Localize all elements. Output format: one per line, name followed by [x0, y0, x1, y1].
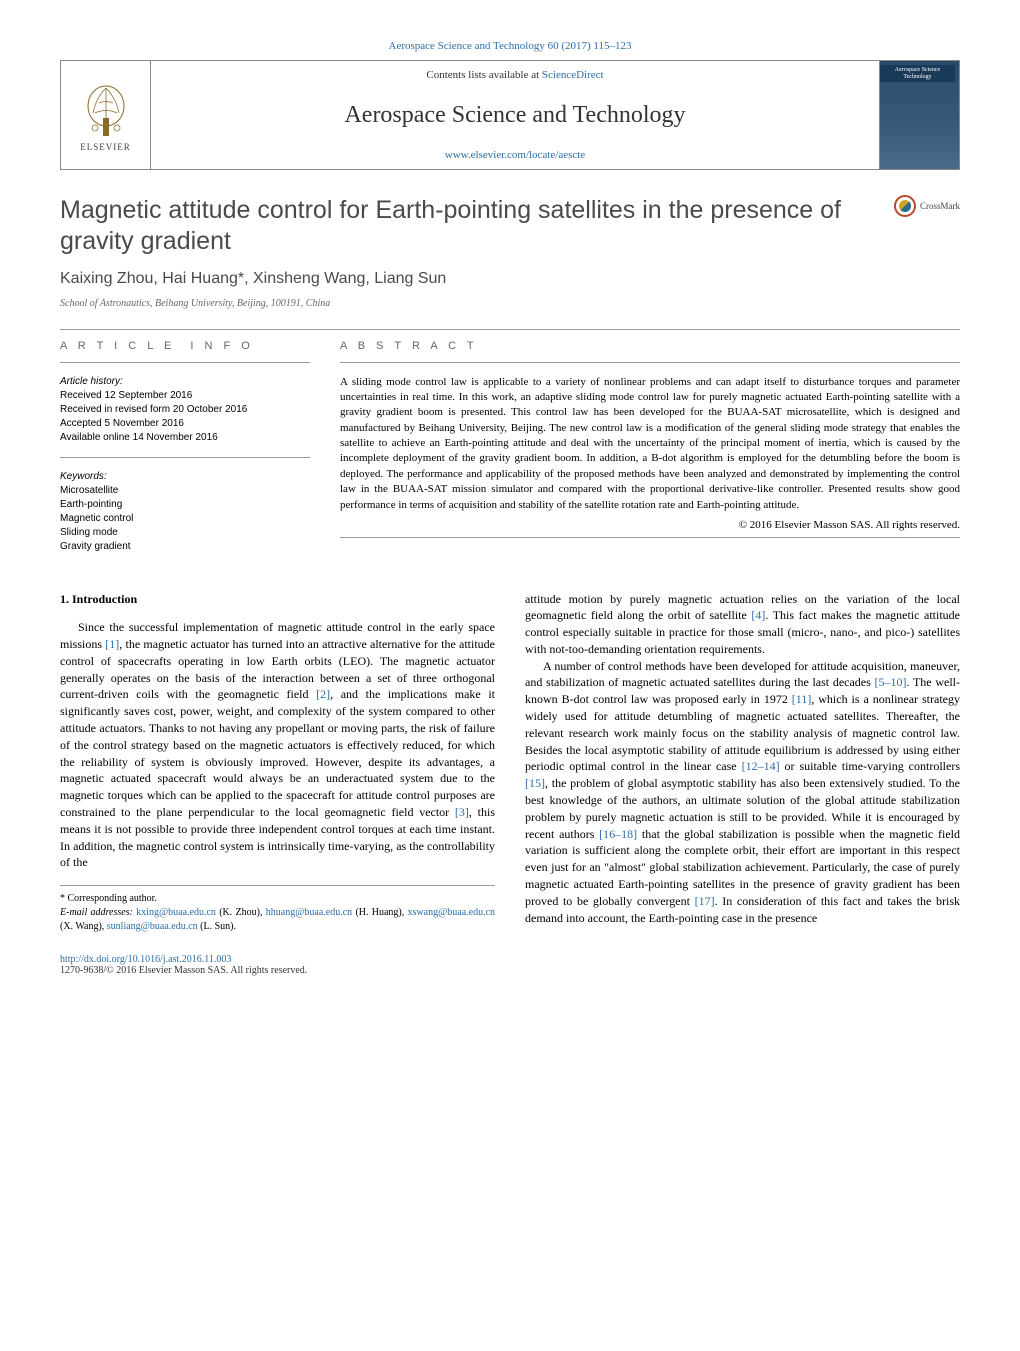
crossmark-badge[interactable]: CrossMark	[894, 195, 960, 217]
abstract-text: A sliding mode control law is applicable…	[340, 375, 960, 514]
affiliation: School of Astronautics, Beihang Universi…	[60, 298, 960, 309]
author-email[interactable]: xswang@buaa.edu.cn	[408, 907, 496, 918]
divider	[60, 329, 960, 330]
issn-copyright: 1270-9638/© 2016 Elsevier Masson SAS. Al…	[60, 965, 960, 976]
cover-label: Aerospace Science Technology	[880, 65, 955, 82]
contents-prefix: Contents lists available at	[426, 69, 541, 81]
citation[interactable]: [15]	[525, 776, 545, 790]
history-item: Received 12 September 2016	[60, 389, 310, 403]
doi-link[interactable]: http://dx.doi.org/10.1016/j.ast.2016.11.…	[60, 954, 960, 965]
footnotes: * Corresponding author. E-mail addresses…	[60, 885, 495, 934]
citation[interactable]: [16–18]	[599, 827, 637, 841]
citation[interactable]: [3]	[455, 805, 469, 819]
contents-available: Contents lists available at ScienceDirec…	[426, 69, 603, 81]
divider	[340, 537, 960, 538]
elsevier-tree-icon	[81, 78, 131, 138]
citation[interactable]: [11]	[792, 692, 812, 706]
corresponding-author-note: * Corresponding author.	[60, 892, 495, 906]
citation[interactable]: [5–10]	[875, 675, 907, 689]
journal-issue-line[interactable]: Aerospace Science and Technology 60 (201…	[60, 40, 960, 52]
keyword: Microsatellite	[60, 484, 310, 498]
body-paragraph: attitude motion by purely magnetic actua…	[525, 591, 960, 658]
history-item: Available online 14 November 2016	[60, 431, 310, 445]
sciencedirect-link[interactable]: ScienceDirect	[542, 69, 604, 81]
authors-line: Kaixing Zhou, Hai Huang*, Xinsheng Wang,…	[60, 270, 960, 288]
citation[interactable]: [4]	[751, 608, 765, 622]
keywords-label: Keywords:	[60, 470, 310, 484]
author-email[interactable]: sunliang@buaa.edu.cn	[107, 921, 198, 932]
history-label: Article history:	[60, 375, 310, 389]
history-item: Accepted 5 November 2016	[60, 417, 310, 431]
abstract-copyright: © 2016 Elsevier Masson SAS. All rights r…	[340, 519, 960, 531]
journal-url[interactable]: www.elsevier.com/locate/aescte	[445, 149, 585, 161]
divider	[60, 457, 310, 458]
body-columns: 1. Introduction Since the successful imp…	[60, 591, 960, 935]
divider	[60, 362, 310, 363]
citation[interactable]: [12–14]	[742, 759, 780, 773]
keyword: Magnetic control	[60, 512, 310, 526]
divider	[340, 362, 960, 363]
keyword: Sliding mode	[60, 526, 310, 540]
publisher-name: ELSEVIER	[80, 142, 131, 152]
email-label: E-mail addresses:	[60, 907, 133, 918]
citation[interactable]: [1]	[105, 637, 119, 651]
journal-name: Aerospace Science and Technology	[344, 102, 685, 129]
publisher-logo: ELSEVIER	[61, 61, 151, 169]
crossmark-label: CrossMark	[920, 201, 960, 211]
article-title: Magnetic attitude control for Earth-poin…	[60, 195, 874, 258]
author-email[interactable]: hhuang@buaa.edu.cn	[266, 907, 352, 918]
body-paragraph: A number of control methods have been de…	[525, 658, 960, 927]
citation[interactable]: [2]	[316, 687, 330, 701]
journal-header: ELSEVIER Contents lists available at Sci…	[60, 60, 960, 170]
keyword: Earth-pointing	[60, 498, 310, 512]
author-email[interactable]: kxing@buaa.edu.cn	[136, 907, 216, 918]
citation[interactable]: [17]	[695, 894, 715, 908]
article-info-column: A R T I C L E I N F O Article history: R…	[60, 340, 310, 566]
article-info-heading: A R T I C L E I N F O	[60, 340, 310, 352]
abstract-column: A B S T R A C T A sliding mode control l…	[340, 340, 960, 566]
email-addresses: E-mail addresses: kxing@buaa.edu.cn (K. …	[60, 906, 495, 934]
journal-cover-thumbnail: Aerospace Science Technology	[879, 61, 959, 169]
keyword: Gravity gradient	[60, 540, 310, 554]
crossmark-icon	[894, 195, 916, 217]
intro-heading: 1. Introduction	[60, 591, 495, 608]
abstract-heading: A B S T R A C T	[340, 340, 960, 352]
history-item: Received in revised form 20 October 2016	[60, 403, 310, 417]
body-paragraph: Since the successful implementation of m…	[60, 619, 495, 871]
